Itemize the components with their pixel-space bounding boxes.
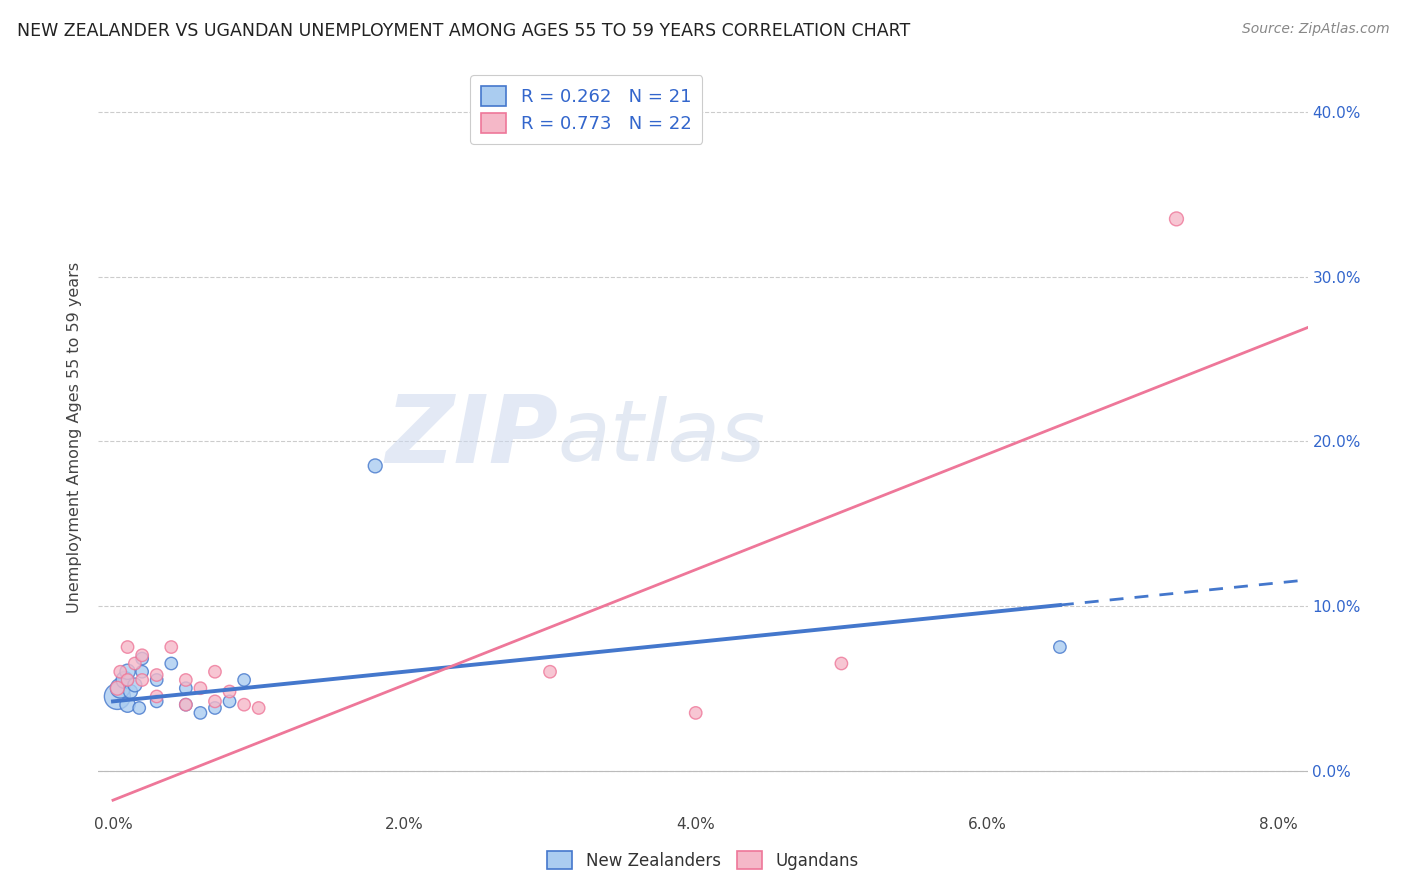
Text: Source: ZipAtlas.com: Source: ZipAtlas.com bbox=[1241, 22, 1389, 37]
Point bbox=[117, 640, 139, 654]
Legend: New Zealanders, Ugandans: New Zealanders, Ugandans bbox=[540, 845, 866, 877]
Point bbox=[190, 706, 212, 720]
Point bbox=[145, 673, 167, 687]
Point bbox=[160, 657, 183, 671]
Legend: R = 0.262   N = 21, R = 0.773   N = 22: R = 0.262 N = 21, R = 0.773 N = 22 bbox=[470, 75, 703, 144]
Point bbox=[117, 665, 139, 679]
Point bbox=[131, 651, 153, 665]
Point bbox=[1166, 211, 1188, 226]
Point bbox=[120, 684, 142, 698]
Text: atlas: atlas bbox=[558, 395, 766, 479]
Point bbox=[105, 681, 128, 696]
Point bbox=[131, 673, 153, 687]
Point bbox=[538, 665, 561, 679]
Point bbox=[124, 678, 146, 692]
Text: NEW ZEALANDER VS UGANDAN UNEMPLOYMENT AMONG AGES 55 TO 59 YEARS CORRELATION CHAR: NEW ZEALANDER VS UGANDAN UNEMPLOYMENT AM… bbox=[17, 22, 910, 40]
Point bbox=[685, 706, 707, 720]
Point bbox=[190, 681, 212, 696]
Point bbox=[145, 690, 167, 704]
Point bbox=[218, 684, 240, 698]
Point bbox=[247, 701, 270, 715]
Point bbox=[110, 665, 132, 679]
Point bbox=[114, 673, 136, 687]
Point bbox=[131, 648, 153, 663]
Point bbox=[174, 681, 197, 696]
Point bbox=[124, 657, 146, 671]
Point bbox=[174, 673, 197, 687]
Point bbox=[110, 681, 132, 696]
Point bbox=[218, 694, 240, 708]
Point bbox=[174, 698, 197, 712]
Point bbox=[204, 701, 226, 715]
Point bbox=[117, 673, 139, 687]
Point bbox=[233, 698, 256, 712]
Point bbox=[145, 694, 167, 708]
Point bbox=[830, 657, 852, 671]
Point bbox=[204, 694, 226, 708]
Point bbox=[105, 690, 128, 704]
Point bbox=[174, 698, 197, 712]
Point bbox=[364, 458, 387, 473]
Text: ZIP: ZIP bbox=[385, 391, 558, 483]
Point bbox=[145, 668, 167, 682]
Y-axis label: Unemployment Among Ages 55 to 59 years: Unemployment Among Ages 55 to 59 years bbox=[67, 261, 83, 613]
Point bbox=[128, 701, 150, 715]
Point bbox=[1049, 640, 1071, 654]
Point bbox=[131, 665, 153, 679]
Point bbox=[233, 673, 256, 687]
Point bbox=[204, 665, 226, 679]
Point bbox=[160, 640, 183, 654]
Point bbox=[117, 698, 139, 712]
